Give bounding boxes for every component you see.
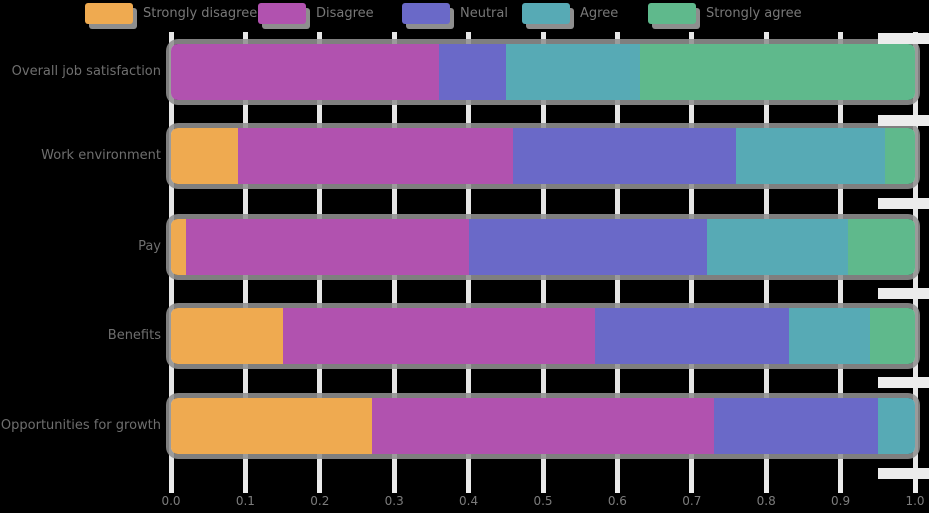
- bar-row: [171, 44, 915, 100]
- bar-segment: [885, 128, 915, 184]
- bar-segment: [171, 44, 439, 100]
- y-axis-label: Benefits: [107, 328, 161, 343]
- x-tick-mark: [540, 480, 546, 493]
- bar-segment: [171, 398, 372, 454]
- y-axis-label: Overall job satisfaction: [11, 64, 161, 79]
- legend-label: Strongly agree: [706, 5, 802, 21]
- right-gap-tick: [878, 115, 929, 126]
- x-tick-mark: [242, 480, 248, 493]
- x-tick-mark: [391, 480, 397, 493]
- bar-row: [171, 308, 915, 364]
- bar-segment: [788, 308, 871, 364]
- legend-swatch: [522, 2, 570, 24]
- legend-label: Neutral: [460, 5, 508, 21]
- right-gap-tick: [878, 198, 929, 209]
- bar-segment: [870, 308, 915, 364]
- x-tick-label: 0.1: [235, 494, 255, 508]
- y-axis-label: Opportunities for growth: [0, 418, 161, 433]
- bar-segment: [371, 398, 715, 454]
- x-tick-mark: [838, 480, 844, 493]
- x-tick-label: 0.3: [384, 494, 404, 508]
- bar-row: [171, 398, 915, 454]
- y-axis-label: Work environment: [41, 148, 161, 163]
- legend-item: Neutral: [402, 0, 508, 26]
- x-tick-mark: [466, 480, 472, 493]
- x-tick-mark: [912, 480, 918, 493]
- x-tick-label: 0.4: [459, 494, 479, 508]
- right-gap-tick: [878, 377, 929, 388]
- bar-segment: [848, 219, 915, 275]
- bar-segment: [171, 219, 186, 275]
- bar-segment: [237, 128, 514, 184]
- right-gap-tick: [878, 288, 929, 299]
- legend-label: Agree: [580, 5, 619, 21]
- legend-label: Disagree: [316, 5, 374, 21]
- legend-swatch: [85, 2, 133, 24]
- bar-row: [171, 128, 915, 184]
- right-gap-tick: [878, 468, 929, 479]
- bar-segment: [171, 308, 283, 364]
- legend-swatch: [648, 2, 696, 24]
- bar-segment: [468, 219, 707, 275]
- x-tick-label: 0.0: [161, 494, 181, 508]
- x-tick-mark: [168, 480, 174, 493]
- legend-item: Strongly agree: [648, 0, 802, 26]
- legend-swatch: [402, 2, 450, 24]
- x-tick-label: 0.9: [831, 494, 851, 508]
- bar-segment: [736, 128, 886, 184]
- bar-segment: [185, 219, 469, 275]
- x-tick-mark: [317, 480, 323, 493]
- x-tick-mark: [763, 480, 769, 493]
- legend-label: Strongly disagree: [143, 5, 258, 21]
- bar-segment: [595, 308, 789, 364]
- y-axis-label: Pay: [138, 239, 161, 254]
- legend-item: Disagree: [258, 0, 374, 26]
- x-tick-label: 0.2: [310, 494, 330, 508]
- bar-segment: [438, 44, 506, 100]
- legend-swatch: [258, 2, 306, 24]
- x-tick-label: 0.6: [607, 494, 627, 508]
- bar-segment: [282, 308, 596, 364]
- bar-segment: [706, 219, 849, 275]
- bar-segment: [714, 398, 878, 454]
- right-gap-tick: [878, 33, 929, 44]
- bar-segment: [171, 128, 238, 184]
- x-tick-mark: [689, 480, 695, 493]
- gridline-vertical: [912, 32, 918, 480]
- plot-area: [168, 32, 918, 480]
- x-tick-mark: [614, 480, 620, 493]
- bar-segment: [877, 398, 915, 454]
- bar-segment: [505, 44, 640, 100]
- bar-segment: [513, 128, 737, 184]
- x-tick-label: 0.5: [533, 494, 553, 508]
- legend-item: Strongly disagree: [85, 0, 257, 26]
- x-tick-label: 1.0: [905, 494, 925, 508]
- legend-item: Agree: [522, 0, 618, 26]
- x-tick-label: 0.7: [682, 494, 702, 508]
- x-tick-label: 0.8: [756, 494, 776, 508]
- bar-segment: [639, 44, 915, 100]
- bar-row: [171, 219, 915, 275]
